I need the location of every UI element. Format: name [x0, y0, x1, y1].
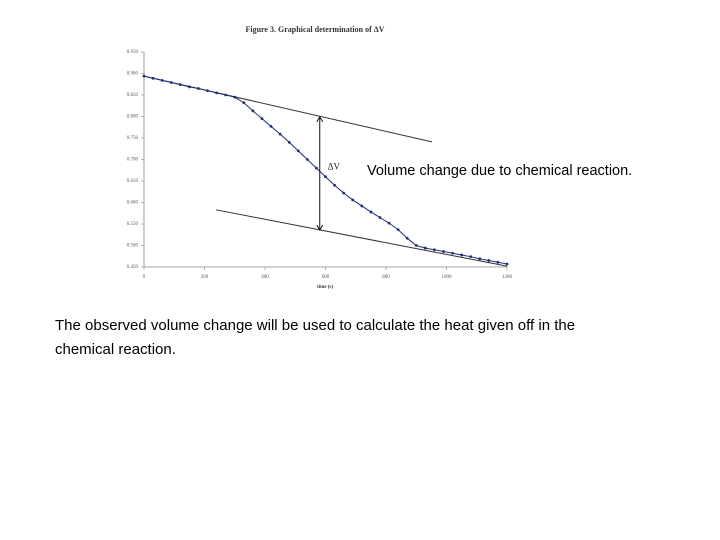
- data-point: [160, 78, 164, 82]
- chart-title: Figure 3. Graphical determination of ΔV: [245, 25, 384, 34]
- data-point: [433, 248, 436, 252]
- data-point: [251, 109, 255, 113]
- fit-line: [215, 209, 508, 267]
- data-point: [451, 251, 454, 255]
- x-tick-label: 600: [322, 275, 330, 280]
- data-point: [387, 221, 391, 225]
- caption-line: The observed volume change will be used …: [55, 317, 575, 334]
- y-tick-label: 0.650: [127, 179, 139, 184]
- data-point: [178, 83, 182, 87]
- data-point: [360, 204, 364, 208]
- data-point: [487, 259, 491, 262]
- x-tick-label: 200: [201, 275, 209, 280]
- data-point: [414, 244, 418, 247]
- data-point: [369, 210, 373, 214]
- data-point: [324, 175, 327, 179]
- y-tick-label: 0.800: [127, 115, 139, 120]
- data-point: [151, 76, 155, 80]
- data-point: [169, 81, 173, 84]
- y-tick-label: 0.450: [127, 265, 139, 270]
- data-point: [342, 191, 346, 195]
- data-point: [215, 91, 219, 95]
- y-tick-label: 0.750: [127, 136, 139, 141]
- data-point: [260, 117, 264, 121]
- data-point: [442, 250, 445, 253]
- data-point: [296, 149, 300, 153]
- data-point: [233, 95, 237, 99]
- y-tick-label: 0.950: [127, 50, 139, 55]
- arrow-head: [316, 224, 324, 231]
- data-point: [405, 236, 409, 240]
- x-tick-label: 0: [143, 275, 146, 280]
- x-tick-label: 400: [261, 275, 269, 280]
- delta-v-label: ΔV: [328, 162, 341, 172]
- x-tick-label: 1000: [442, 275, 453, 280]
- y-tick-label: 0.700: [127, 158, 139, 163]
- data-point: [305, 158, 309, 161]
- y-tick-label: 0.850: [127, 93, 139, 98]
- data-point: [242, 101, 246, 105]
- x-tick-label: 1200: [502, 275, 513, 280]
- data-point: [505, 262, 509, 266]
- y-tick-label: 0.600: [127, 201, 139, 206]
- data-point: [287, 140, 291, 144]
- data-point: [206, 89, 209, 93]
- data-point: [396, 228, 400, 231]
- data-point: [224, 93, 228, 97]
- arrow-head: [316, 115, 324, 123]
- caption-line: chemical reaction.: [55, 341, 176, 358]
- data-point: [333, 183, 336, 187]
- data-point: [378, 216, 382, 219]
- data-point: [142, 74, 146, 78]
- x-tick-label: 800: [382, 275, 390, 280]
- data-point: [315, 166, 318, 170]
- annotation: Volume change due to chemical reaction.: [367, 163, 632, 179]
- data-point: [496, 260, 500, 264]
- data-point: [278, 132, 282, 136]
- y-tick-label: 0.900: [127, 72, 139, 77]
- data-point: [187, 85, 191, 89]
- data-point: [478, 257, 482, 261]
- data-point: [351, 198, 355, 202]
- x-axis-label: time (s): [317, 285, 333, 290]
- y-tick-label: 0.550: [127, 222, 139, 227]
- data-point: [423, 246, 427, 250]
- data-point: [269, 124, 273, 128]
- data-point: [460, 253, 464, 257]
- data-point: [469, 255, 473, 259]
- data-point: [197, 87, 200, 90]
- y-tick-label: 0.500: [127, 244, 139, 249]
